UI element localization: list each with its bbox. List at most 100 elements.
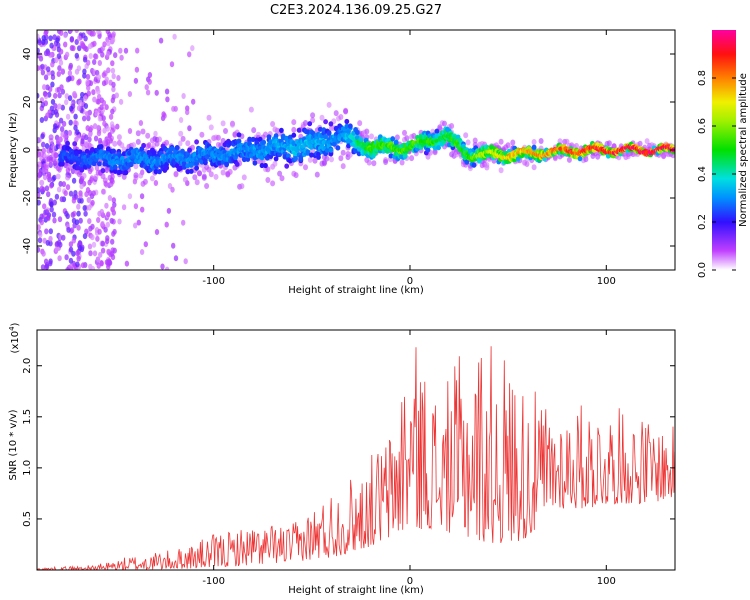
heatmap-cell [111, 86, 116, 93]
snr-ylabel: SNR (10 * v/v) [8, 409, 19, 480]
heatmap-cell [39, 213, 44, 220]
heatmap-cell [49, 206, 54, 213]
heatmap-cell [74, 219, 80, 226]
heatmap-cell [464, 159, 470, 165]
heatmap-cell [87, 204, 92, 211]
heatmap-cell [489, 144, 494, 150]
heatmap-cell [293, 172, 299, 179]
heatmap-cell [69, 227, 75, 234]
spectrogram-ylabel: Frequency (Hz) [8, 112, 19, 188]
heatmap-cell [94, 110, 99, 117]
heatmap-cell [115, 123, 120, 130]
heatmap-cell [180, 148, 185, 154]
heatmap-cell [265, 166, 271, 173]
heatmap-cell [57, 92, 62, 99]
heatmap-cell [566, 156, 572, 163]
heatmap-cell [181, 164, 187, 170]
heatmap-cell [41, 141, 46, 148]
heatmap-cell [201, 173, 207, 180]
heatmap-cell [160, 263, 165, 270]
heatmap-cell [434, 128, 440, 134]
heatmap-cell [37, 192, 41, 198]
heatmap-cell [104, 104, 109, 111]
heatmap-cell [259, 162, 265, 169]
heatmap-cell [286, 153, 291, 159]
heatmap-cell [53, 108, 58, 115]
heatmap-cell [346, 143, 351, 149]
heatmap-cell [53, 92, 58, 99]
heatmap-cell [213, 173, 219, 180]
heatmap-cell [68, 257, 74, 264]
heatmap-cell [248, 106, 254, 113]
heatmap-cell [637, 140, 643, 147]
heatmap-cell [100, 240, 106, 247]
heatmap-cell [67, 70, 73, 77]
heatmap-cell [82, 205, 87, 211]
heatmap-cell [564, 138, 570, 145]
heatmap-cell [307, 156, 313, 163]
heatmap-cell [76, 210, 81, 217]
heatmap-cell [37, 152, 40, 159]
heatmap-cell [224, 162, 230, 168]
heatmap-cell [409, 155, 415, 162]
heatmap-cell [88, 53, 93, 59]
heatmap-cell [644, 138, 650, 145]
heatmap-cell [100, 51, 105, 58]
heatmap-cell [323, 134, 328, 140]
heatmap-cell [145, 132, 151, 139]
heatmap-cell [43, 74, 49, 81]
heatmap-cell [185, 169, 191, 175]
heatmap-cell [44, 143, 50, 149]
heatmap-cell [284, 163, 290, 169]
heatmap-cell [63, 190, 68, 197]
heatmap-cell [76, 79, 81, 86]
heatmap-cell [86, 197, 92, 203]
heatmap-cell [174, 145, 180, 151]
heatmap-cell [265, 177, 271, 183]
heatmap-cell [58, 48, 64, 55]
heatmap-cell [111, 73, 116, 80]
heatmap-cell [37, 224, 41, 231]
heatmap-cell [90, 234, 95, 241]
heatmap-cell [41, 250, 46, 257]
heatmap-cell [326, 130, 332, 136]
heatmap-cell [505, 142, 511, 149]
heatmap-cell [58, 59, 64, 66]
y-tick-label: 20 [22, 96, 33, 109]
heatmap-cell [141, 142, 147, 149]
heatmap-cell [61, 181, 67, 188]
heatmap-cell [71, 177, 77, 184]
heatmap-cell [56, 53, 62, 60]
heatmap-cell [270, 180, 276, 187]
heatmap-cell [449, 123, 455, 129]
heatmap-cell [82, 233, 88, 240]
heatmap-cell [37, 33, 40, 40]
heatmap-cell [91, 30, 96, 37]
heatmap-cell [44, 209, 50, 216]
heatmap-cell [76, 224, 81, 231]
heatmap-cell [326, 101, 332, 108]
heatmap-cell [85, 125, 90, 132]
heatmap-cell [84, 228, 89, 235]
heatmap-cell [206, 114, 212, 121]
heatmap-cell [250, 136, 256, 142]
heatmap-cell [442, 120, 447, 127]
heatmap-cell [101, 80, 107, 87]
heatmap-cell [64, 210, 69, 217]
heatmap-cell [287, 158, 293, 164]
heatmap-cell [95, 256, 101, 263]
heatmap-cell [312, 157, 318, 164]
snr-series-line [37, 346, 675, 570]
heatmap-cell [39, 117, 45, 123]
heatmap-cell [112, 228, 117, 235]
heatmap-cell [95, 69, 100, 76]
heatmap-cell [59, 30, 64, 36]
y-tick-label: 1.5 [22, 409, 33, 425]
heatmap-cell [75, 261, 80, 268]
heatmap-cell [333, 110, 339, 117]
heatmap-cell [110, 60, 115, 67]
heatmap-cell [110, 238, 115, 245]
heatmap-cell [273, 156, 279, 162]
heatmap-cell [68, 241, 74, 248]
colorbar: 0.0 0.2 0.4 0.6 0.8 Normalized spectral ampl… [697, 30, 749, 278]
